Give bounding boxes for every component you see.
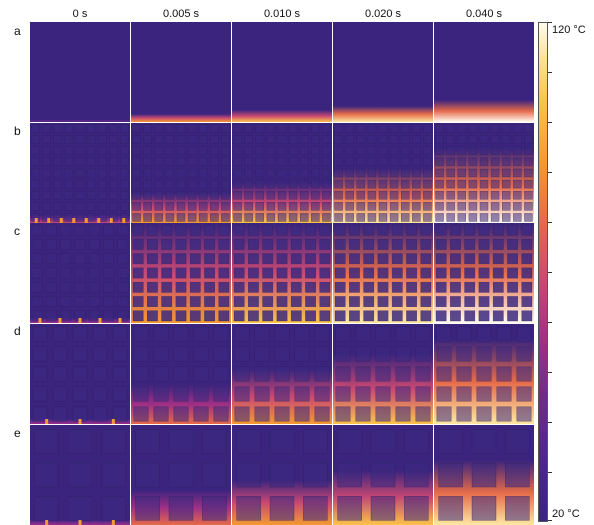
row-label-a: a <box>14 24 21 38</box>
heatmap-panel-a-4 <box>434 22 534 122</box>
heatmap-panel-a-2 <box>232 22 332 122</box>
heatmap-panel-c-1 <box>131 223 231 323</box>
colorbar-tick <box>548 172 552 173</box>
heatmap-panel-e-1 <box>131 425 231 525</box>
colorbar <box>538 22 548 522</box>
heatmap-panel-d-3 <box>333 324 433 424</box>
heatmap-panel-c-2 <box>232 223 332 323</box>
row-label-c: c <box>14 224 20 238</box>
colorbar-min-label: 20 °C <box>552 508 580 520</box>
column-label-0.040s: 0.040 s <box>465 8 503 20</box>
heatmap-panel-d-0 <box>30 324 130 424</box>
heatmap-panel-b-1 <box>131 123 231 223</box>
row-label-d: d <box>14 324 21 338</box>
heatmap-panel-d-1 <box>131 324 231 424</box>
colorbar-tick <box>548 22 552 23</box>
colorbar-tick <box>548 222 552 223</box>
colorbar-tick <box>548 372 552 373</box>
heatmap-panel-a-1 <box>131 22 231 122</box>
heatmap-panel-b-4 <box>434 123 534 223</box>
row-label-e: e <box>14 426 21 440</box>
row-label-b: b <box>14 124 21 138</box>
heatmap-panel-c-4 <box>434 223 534 323</box>
heatmap-panel-a-3 <box>333 22 433 122</box>
heatmap-panel-d-4 <box>434 324 534 424</box>
column-label-0s: 0 s <box>72 8 88 20</box>
heatmap-panel-d-2 <box>232 324 332 424</box>
colorbar-tick <box>548 520 552 521</box>
heatmap-panel-c-0 <box>30 223 130 323</box>
colorbar-tick <box>548 422 552 423</box>
colorbar-tick <box>548 122 552 123</box>
column-label-0.020s: 0.020 s <box>364 8 402 20</box>
heatmap-panel-e-2 <box>232 425 332 525</box>
heatmap-panel-e-4 <box>434 425 534 525</box>
colorbar-tick <box>548 322 552 323</box>
column-label-0.005s: 0.005 s <box>162 8 200 20</box>
heatmap-panel-b-3 <box>333 123 433 223</box>
heatmap-panel-b-0 <box>30 123 130 223</box>
colorbar-tick <box>548 272 552 273</box>
heatmap-panel-a-0 <box>30 22 130 122</box>
column-label-0.010s: 0.010 s <box>263 8 301 20</box>
heatmap-panel-b-2 <box>232 123 332 223</box>
colorbar-tick <box>548 472 552 473</box>
heatmap-panel-e-3 <box>333 425 433 525</box>
heatmap-panel-e-0 <box>30 425 130 525</box>
colorbar-tick <box>548 72 552 73</box>
heatmap-panel-c-3 <box>333 223 433 323</box>
colorbar-max-label: 120 °C <box>552 24 586 36</box>
